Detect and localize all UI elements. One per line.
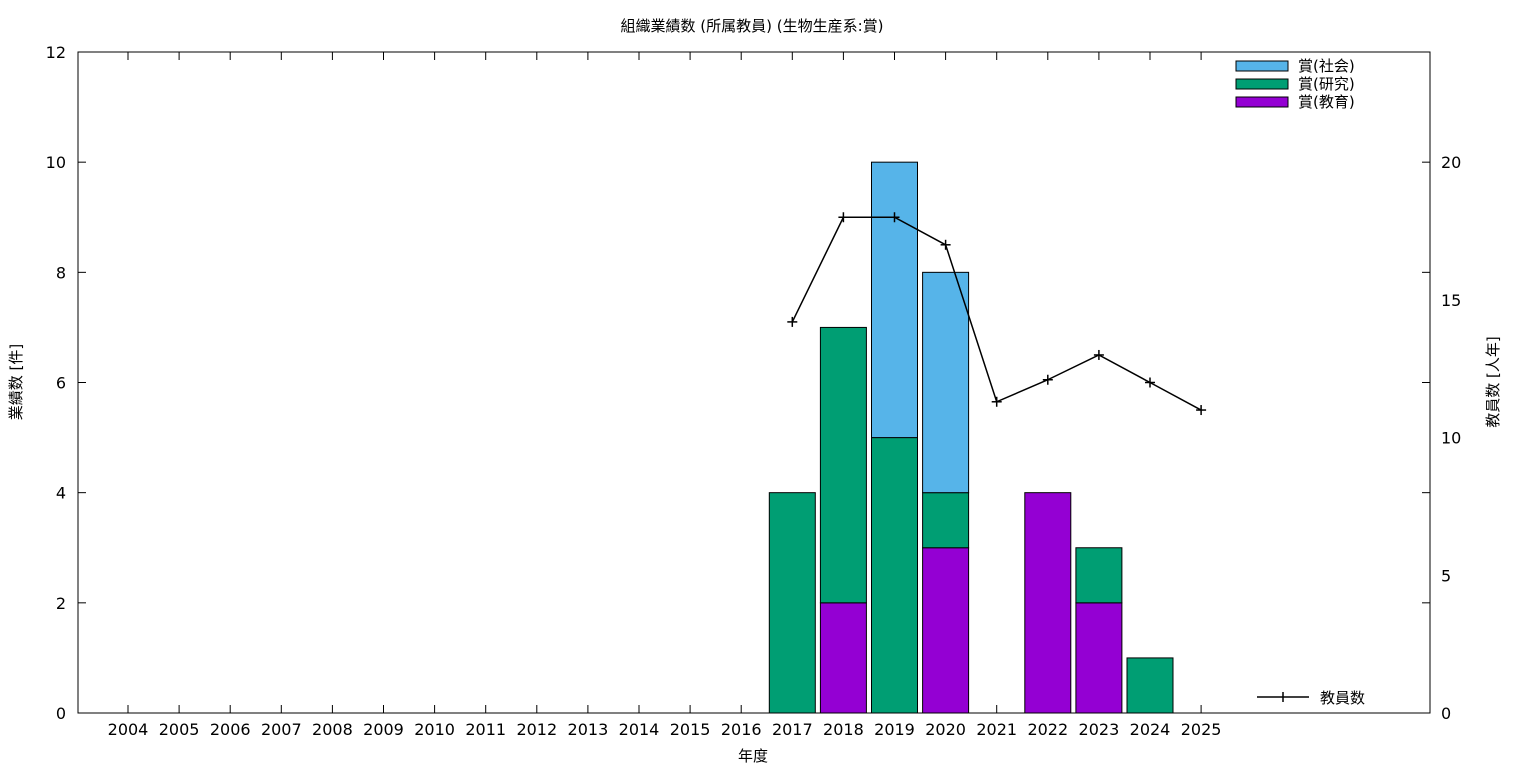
x-tick-label: 2012 [516, 720, 557, 739]
y-tick-label: 6 [56, 374, 66, 393]
x-tick-label: 2022 [1027, 720, 1068, 739]
y2-tick-label: 20 [1441, 153, 1461, 172]
bar-賞(研究)-2019 [871, 437, 918, 714]
x-tick-label: 2006 [210, 720, 251, 739]
x-tick-label: 2004 [108, 720, 149, 739]
y-tick-label: 2 [56, 594, 66, 613]
line-point-2018 [838, 212, 849, 223]
line-point-2021 [991, 396, 1002, 407]
line-point-2017 [787, 316, 798, 327]
bar-賞(教育)-2023 [1075, 602, 1123, 714]
y-tick-label: 4 [56, 484, 66, 503]
y-axis-label: 業績数 [件] [7, 344, 25, 420]
x-tick-label: 2018 [823, 720, 864, 739]
x-tick-label: 2010 [414, 720, 455, 739]
x-tick-label: 2017 [772, 720, 813, 739]
bar-賞(教育)-2018 [819, 602, 867, 714]
legend-swatch [1235, 96, 1289, 108]
line-point-2019 [889, 212, 900, 223]
legend: 賞(社会)賞(研究)賞(教育) 教員数 [1235, 57, 1365, 707]
y2-tick-label: 10 [1441, 429, 1461, 448]
bar-賞(研究)-2023 [1075, 547, 1123, 604]
bar-賞(研究)-2020 [922, 492, 970, 549]
y-tick-label: 10 [46, 153, 66, 172]
legend-label: 賞(教育) [1298, 93, 1355, 111]
x-tick-label: 2007 [261, 720, 302, 739]
tick-labels: 0 2 4 6 8 10 12 0 5 10 15 20 2004 2005 2006 2007 2008 200… [46, 43, 1462, 739]
legend-swatch [1235, 78, 1289, 90]
x-axis-label: 年度 [738, 747, 768, 765]
y-tick-label: 0 [56, 704, 66, 723]
x-tick-label: 2016 [721, 720, 762, 739]
y-tick-label: 8 [56, 263, 66, 282]
bar-賞(教育)-2022 [1024, 492, 1072, 714]
line-point-2023 [1093, 349, 1104, 360]
x-tick-label: 2009 [363, 720, 404, 739]
chart-title: 組織業績数 (所属教員) (生物生産系:賞) [621, 17, 884, 35]
axis-ticks [78, 51, 1430, 714]
x-tick-label: 2019 [874, 720, 915, 739]
legend-label: 教員数 [1320, 689, 1365, 707]
x-tick-label: 2005 [159, 720, 200, 739]
bar-賞(社会)-2020 [922, 271, 970, 494]
x-tick-label: 2020 [925, 720, 966, 739]
x-tick-label: 2025 [1181, 720, 1222, 739]
line-series [787, 212, 1207, 416]
bar-賞(社会)-2019 [871, 161, 918, 439]
x-tick-label: 2015 [670, 720, 711, 739]
legend-swatch [1235, 60, 1289, 72]
bar-賞(研究)-2018 [819, 326, 867, 604]
x-tick-label: 2013 [568, 720, 609, 739]
x-tick-label: 2021 [976, 720, 1017, 739]
bar-賞(研究)-2017 [768, 492, 816, 714]
x-tick-label: 2023 [1079, 720, 1120, 739]
bar-賞(教育)-2020 [922, 547, 970, 714]
y2-tick-label: 15 [1441, 291, 1461, 310]
plot-frame [77, 51, 1431, 714]
y-tick-label: 12 [46, 43, 66, 62]
x-tick-label: 2014 [619, 720, 660, 739]
x-tick-label: 2008 [312, 720, 353, 739]
legend-label: 賞(研究) [1298, 75, 1355, 93]
line-point-2020 [940, 239, 951, 250]
line-point-2025 [1196, 405, 1207, 416]
bar-賞(研究)-2024 [1126, 657, 1174, 714]
y2-axis-label: 教員数 [人年] [1484, 336, 1502, 427]
x-tick-label: 2011 [465, 720, 506, 739]
line-point-2024 [1145, 377, 1155, 388]
x-tick-label: 2024 [1130, 720, 1171, 739]
legend-label: 賞(社会) [1298, 57, 1355, 75]
line-point-2022 [1042, 374, 1053, 385]
y2-tick-label: 5 [1441, 566, 1451, 585]
bars [768, 161, 1174, 714]
y2-tick-label: 0 [1441, 704, 1451, 723]
